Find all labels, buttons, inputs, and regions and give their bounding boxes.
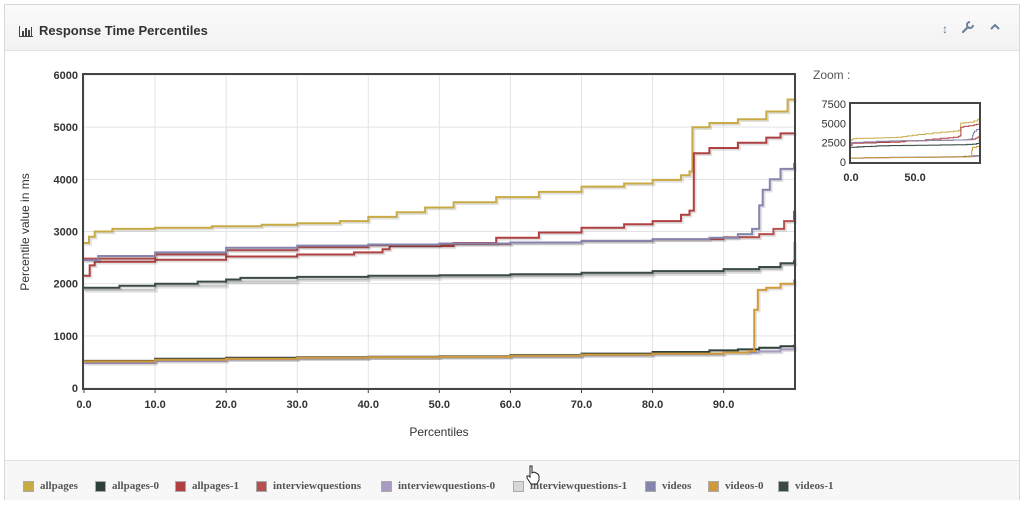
legend-swatch [175, 480, 186, 492]
legend-swatch [513, 480, 524, 492]
legend-item-allpages-1[interactable]: allpages-1 [175, 479, 239, 493]
legend-item-allpages[interactable]: allpages [23, 479, 78, 493]
legend-swatch [23, 480, 34, 492]
series-line-allpages-1[interactable] [84, 132, 795, 277]
y-tick-label: 1000 [54, 331, 78, 343]
zoom-y-tick-label: 2500 [822, 138, 846, 150]
y-tick-label: 4000 [54, 174, 78, 186]
legend-label: videos-0 [725, 480, 764, 492]
legend-label: allpages-0 [112, 480, 160, 492]
series-line-videos-1[interactable] [84, 260, 795, 289]
series-allpages-1[interactable] [84, 132, 797, 279]
y-tick-label: 0 [72, 383, 78, 395]
zoom-series-allpages [851, 118, 980, 141]
x-tick-label: 20.0 [215, 399, 236, 411]
x-tick-label: 80.0 [642, 399, 663, 411]
bar-chart-icon [19, 26, 33, 37]
x-axis-label: Percentiles [409, 425, 468, 439]
y-tick-label: 3000 [54, 227, 78, 239]
chevron-up-icon[interactable] [987, 21, 1003, 37]
series-videos[interactable] [84, 162, 797, 263]
legend-swatch [256, 480, 267, 492]
x-tick-label: 50.0 [429, 399, 450, 411]
legend-label: videos [662, 480, 692, 492]
legend-swatch [708, 480, 719, 492]
zoom-label: Zoom : [813, 68, 850, 82]
legend-label: interviewquestions-1 [530, 480, 628, 492]
legend-label: allpages [40, 480, 78, 492]
zoom-series-videos-1 [851, 143, 980, 148]
zoom-series-videos [851, 128, 980, 144]
legend-label: videos-1 [795, 480, 834, 492]
x-tick-label: 40.0 [358, 399, 379, 411]
legend-swatch [381, 480, 392, 492]
series-videos-0[interactable] [84, 279, 797, 365]
series-shadow [85, 280, 797, 365]
series-line-videos[interactable] [84, 162, 795, 262]
legend-swatch [95, 480, 106, 492]
zoom-series-videos-0 [851, 145, 980, 159]
legend-item-allpages-0[interactable]: allpages-0 [95, 479, 159, 493]
x-tick-label: 90.0 [713, 399, 734, 411]
zoom-overview-border[interactable] [849, 102, 981, 164]
zoom-y-tick-label: 7500 [822, 99, 846, 111]
x-tick-label: 30.0 [287, 399, 308, 411]
x-tick-label: 0.0 [76, 399, 91, 411]
response-time-panel: Response Time Percentiles ↕ 0 1000 2000 300… [4, 4, 1020, 500]
plot-area-border [82, 73, 796, 390]
legend-item-videos[interactable]: videos [645, 479, 691, 493]
hand-cursor-icon [526, 465, 540, 485]
legend-label: allpages-1 [192, 480, 240, 492]
wrench-icon[interactable] [960, 21, 976, 37]
series-line-videos-0[interactable] [84, 279, 795, 363]
legend-item-interviewquestions[interactable]: interviewquestions [256, 479, 361, 493]
legend-swatch [645, 480, 656, 492]
chart-legend: allpages allpages-0 allpages-1 interviewque… [5, 460, 1019, 500]
zoom-series-allpages-1 [851, 123, 980, 146]
series-videos-1[interactable] [84, 260, 797, 291]
legend-swatch [778, 480, 789, 492]
resize-vertical-icon[interactable]: ↕ [942, 22, 948, 36]
y-tick-label: 5000 [54, 122, 78, 134]
legend-item-interviewquestions-1[interactable]: interviewquestions-1 [513, 479, 627, 493]
legend-label: interviewquestions-0 [398, 480, 496, 492]
legend-item-videos-0[interactable]: videos-0 [708, 479, 764, 493]
legend-item-interviewquestions-0[interactable]: interviewquestions-0 [381, 479, 495, 493]
x-tick-label: 60.0 [500, 399, 521, 411]
y-tick-label: 6000 [54, 70, 78, 82]
series-line-allpages[interactable] [84, 98, 795, 244]
x-tick-label: 10.0 [144, 399, 165, 411]
panel-title: Response Time Percentiles [39, 23, 208, 38]
zoom-y-tick-label: 0 [840, 157, 846, 169]
series-allpages[interactable] [84, 98, 797, 246]
x-tick-label: 70.0 [571, 399, 592, 411]
percentile-chart[interactable]: 0 1000 2000 3000 4000 5000 6000 0.0 10.0 20.0 30.… [5, 52, 1021, 460]
panel-header: Response Time Percentiles ↕ [5, 5, 1019, 51]
zoom-x-tick-label: 50.0 [904, 172, 925, 184]
y-tick-label: 2000 [54, 279, 78, 291]
y-axis-label: Percentile value in ms [18, 173, 32, 290]
legend-item-videos-1[interactable]: videos-1 [778, 479, 834, 493]
legend-label: interviewquestions [273, 480, 361, 492]
zoom-x-tick-label: 0.0 [843, 172, 858, 184]
zoom-y-tick-label: 5000 [822, 118, 846, 130]
